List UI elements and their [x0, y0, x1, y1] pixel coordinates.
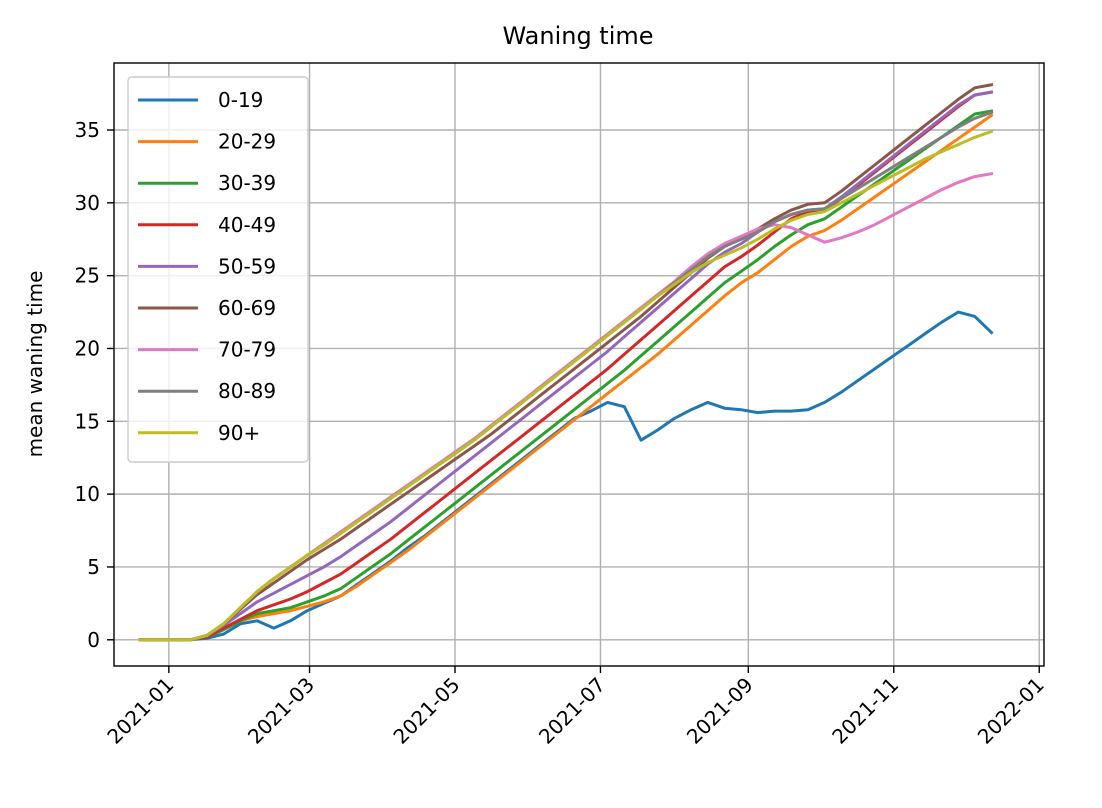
series-line-20-29: [138, 113, 994, 642]
grid: [114, 63, 1044, 666]
legend-label: 0-19: [218, 88, 263, 112]
legend-label: 90+: [218, 421, 260, 445]
series-lines: [138, 83, 994, 642]
y-tick-label: 25: [75, 264, 100, 288]
legend-label: 30-39: [218, 171, 276, 195]
legend-label: 20-29: [218, 130, 276, 154]
y-tick-label: 35: [75, 118, 100, 142]
series-line-90+: [138, 129, 994, 642]
series-line-50-59: [138, 90, 994, 642]
chart-title: Waning time: [502, 22, 653, 50]
y-tick-label: 15: [75, 409, 100, 433]
legend-label: 40-49: [218, 213, 276, 237]
y-tick-label: 5: [87, 555, 100, 579]
plot-frame: [113, 62, 1045, 667]
y-tick-label: 20: [75, 336, 100, 360]
legend: 0-19 20-29 30-39 40-49 50-59 60-69 70-79 80-89 9…: [127, 76, 309, 463]
y-tick-label: 30: [75, 191, 100, 215]
legend-label: 70-79: [218, 338, 276, 362]
y-tick-label: 0: [87, 628, 100, 652]
legend-box: [127, 76, 309, 463]
legend-label: 50-59: [218, 254, 276, 278]
y-axis-ticks: 0 5 10 15 20 25 30 35: [75, 118, 114, 652]
series-line-30-39: [138, 109, 994, 642]
y-tick-label: 10: [75, 482, 100, 506]
series-line-60-69: [138, 83, 994, 642]
y-axis-label: mean waning time: [23, 271, 47, 458]
legend-label: 80-89: [218, 379, 276, 403]
legend-label: 60-69: [218, 296, 276, 320]
